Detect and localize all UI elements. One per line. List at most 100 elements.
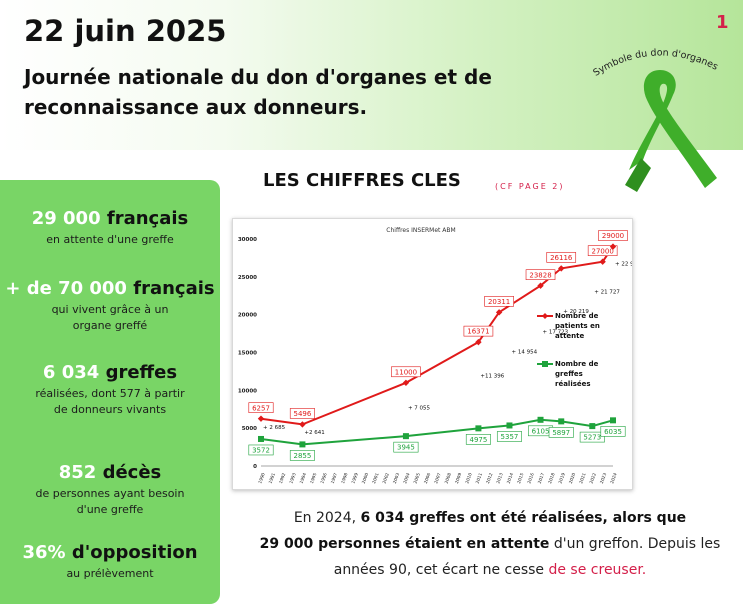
series-marker	[506, 422, 513, 429]
x-tick-label: 2002	[381, 472, 390, 485]
gap-annotation: + 20 219	[563, 309, 589, 315]
x-tick-label: 2000	[361, 472, 370, 485]
data-label-box	[391, 366, 421, 378]
legend-marker	[542, 313, 548, 319]
data-label: 3572	[252, 447, 270, 455]
x-tick-label: 1997	[330, 472, 339, 485]
header-background	[0, 0, 743, 150]
stat-transplants: 6 034 greffes réalisées, dont 577 à part…	[0, 362, 220, 418]
data-label-box	[463, 325, 494, 337]
x-tick-label: 2009	[454, 472, 463, 485]
data-label: 5897	[552, 429, 570, 437]
x-tick-label: 2014	[506, 472, 515, 485]
x-tick-label: 2001	[371, 472, 380, 485]
x-tick-label: 2023	[599, 472, 608, 485]
data-label-box	[598, 230, 628, 241]
summary-bold-1: 6 034 greffes ont été réalisées, alors q…	[360, 510, 687, 526]
stat-number: + de 70 000	[5, 278, 127, 299]
stat-description: au prélèvement	[66, 567, 154, 580]
x-tick-label: 2024	[609, 472, 618, 485]
data-label: 29000	[602, 232, 624, 240]
y-tick-label: 25000	[238, 275, 257, 281]
gap-annotation: + 22 965	[615, 261, 632, 267]
gap-annotation: + 17 723	[543, 330, 569, 336]
series-marker	[537, 416, 544, 423]
x-tick-label: 2003	[392, 472, 401, 485]
x-tick-label: 2007	[433, 472, 442, 485]
series-marker	[475, 338, 482, 346]
series-marker	[610, 417, 616, 424]
legend-label: Nombre de greffes réalisées	[555, 360, 599, 388]
stat-description: qui vivent grâce à un organe greffé	[51, 303, 169, 332]
gap-annotation: +2 641	[304, 430, 324, 436]
data-label-box	[587, 245, 618, 257]
series-marker	[495, 309, 503, 316]
series-marker	[402, 379, 410, 386]
stat-description: en attente d'une greffe	[46, 233, 174, 246]
page-date: 22 juin 2025	[24, 14, 227, 48]
series-marker	[558, 418, 565, 425]
series-marker	[609, 243, 617, 250]
x-tick-label: 1993	[288, 472, 297, 485]
gap-annotation: +11 396	[480, 373, 504, 379]
data-label-box	[465, 434, 491, 445]
x-tick-label: 2021	[578, 472, 587, 485]
data-label-box	[248, 402, 274, 413]
series-marker	[475, 425, 482, 432]
data-label: 4975	[469, 436, 487, 444]
y-tick-label: 10000	[238, 388, 257, 394]
data-label: 23828	[529, 271, 551, 279]
x-tick-label: 2018	[547, 472, 556, 485]
gap-annotation: + 7 055	[408, 405, 431, 411]
x-tick-label: 2004	[402, 472, 411, 485]
key-figures-sidebar: 29 000 français en attente d'une greffe …	[0, 180, 220, 604]
y-tick-label: 0	[253, 464, 257, 470]
series-marker	[299, 421, 306, 428]
data-label: 6105	[532, 427, 550, 435]
x-tick-label: 2016	[526, 472, 535, 485]
data-label-box	[579, 431, 605, 443]
x-tick-label: 2010	[464, 472, 473, 485]
data-label: 20311	[488, 298, 510, 306]
x-tick-label: 2019	[557, 472, 566, 485]
x-tick-label: 2005	[413, 472, 422, 485]
x-tick-label: 2017	[537, 472, 546, 485]
organ-donation-ribbon: Symbole du don d'organes	[585, 40, 740, 195]
x-tick-label: 2020	[568, 472, 577, 485]
x-tick-label: 1998	[340, 472, 349, 485]
x-tick-label: 1999	[350, 472, 359, 485]
section-title: LES CHIFFRES CLES	[263, 170, 461, 191]
data-label-box	[548, 427, 574, 438]
data-label-box	[600, 426, 626, 437]
chart-container: Chiffres INSERMet ABM 0 5000 10000 15000 2000…	[232, 218, 641, 490]
x-tick-label: 1991	[268, 472, 277, 485]
stat-description: de personnes ayant besoin d'une greffe	[35, 487, 185, 516]
summary-text-2: d'un greffon. Depuis les années 90, cet …	[333, 536, 721, 578]
gap-annotation: + 14 954	[511, 349, 537, 355]
y-tick-label: 5000	[242, 426, 257, 432]
stat-number: 852	[58, 462, 97, 483]
series-marker	[258, 435, 264, 442]
series-marker	[299, 441, 306, 448]
series-marker	[589, 423, 596, 430]
x-tick-label: 2012	[485, 472, 494, 485]
data-label-box	[289, 408, 315, 419]
x-tick-label: 2011	[475, 472, 484, 485]
data-label: 6035	[604, 428, 622, 436]
line-chart: Chiffres INSERMet ABM 0 5000 10000 15000 2000…	[238, 227, 641, 485]
gap-annotation: + 2 685	[263, 425, 286, 431]
stat-deaths: 852 décès de personnes ayant besoin d'un…	[0, 462, 220, 518]
stat-number: 29 000	[31, 208, 101, 229]
y-tick-label: 30000	[238, 237, 257, 243]
x-tick-label: 2013	[495, 472, 504, 485]
data-label: 2855	[293, 452, 311, 460]
data-label-box	[525, 269, 556, 281]
series-marker	[402, 433, 409, 440]
data-label: 5496	[293, 410, 311, 418]
stat-label: décès	[102, 462, 162, 483]
legend-marker	[542, 361, 548, 367]
summary-bold-2: 29 000 personnes étaient en attente	[259, 536, 550, 552]
chart-title: Chiffres INSERMet ABM	[386, 227, 455, 234]
data-label-box	[484, 296, 514, 307]
x-tick-label: 2022	[589, 472, 598, 485]
